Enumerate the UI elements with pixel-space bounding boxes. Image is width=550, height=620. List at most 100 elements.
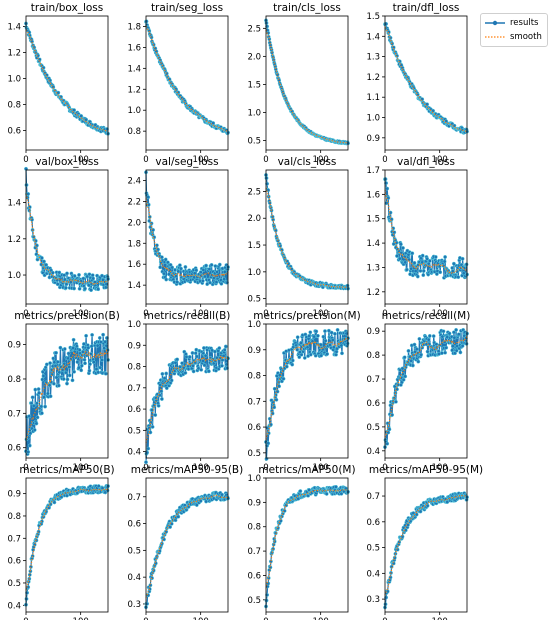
y-tick-label: 1.5 (247, 80, 261, 90)
y-tick-label: 1.4 (127, 281, 141, 291)
subplot-12: metrics/mAP50(B) 0.4 0.5 0.6 0.7 0.8 0.9 0 100 (7, 464, 114, 620)
y-tick-label: 0.8 (127, 363, 141, 373)
legend-item-results: results (484, 16, 538, 30)
data-point (385, 186, 390, 191)
y-tick-label: 1.3 (366, 53, 380, 63)
x-tick-label: 100 (313, 309, 329, 319)
data-point (419, 352, 424, 357)
data-point (169, 378, 174, 383)
subplot-0: train/box_loss 0.6 0.8 1.0 1.2 1.4 0 100 (7, 2, 110, 165)
data-point (383, 602, 388, 607)
subplot-title: train/dfl_loss (393, 2, 460, 14)
data-point (79, 114, 84, 118)
data-point (101, 332, 106, 337)
smooth-line (145, 26, 229, 132)
data-point (66, 351, 71, 356)
data-point (416, 359, 421, 364)
y-tick-label: 0.7 (366, 492, 380, 502)
data-point (299, 340, 303, 345)
data-point (220, 363, 224, 368)
y-tick-label: 0.9 (366, 134, 380, 144)
data-point (32, 428, 37, 432)
y-tick-label: 0.6 (247, 423, 261, 433)
data-point (55, 359, 60, 364)
data-point (146, 195, 151, 200)
data-point (91, 360, 96, 365)
smooth-line (25, 193, 109, 286)
data-point (90, 273, 95, 278)
smooth-line (384, 336, 468, 438)
data-point (72, 108, 77, 113)
data-point (57, 370, 62, 375)
data-point (67, 373, 72, 378)
x-tick-label: 0 (382, 309, 387, 319)
plot-frame (265, 169, 349, 305)
data-point (149, 35, 154, 40)
data-point (386, 196, 391, 200)
data-point (190, 351, 195, 355)
x-tick-label: 100 (193, 155, 209, 165)
subplot-title: val/dfl_loss (397, 156, 455, 168)
y-tick-label: 0.5 (247, 596, 261, 606)
data-point (179, 266, 183, 271)
smooth-line-swatch (485, 36, 505, 38)
legend: results smooth (480, 13, 548, 47)
subplot-2: train/cls_loss 0.5 1.0 1.5 2.0 2.5 0 100 (247, 2, 350, 165)
y-tick-label: 2.0 (127, 218, 141, 228)
data-point (458, 350, 463, 355)
data-point (434, 345, 439, 350)
data-point (144, 19, 149, 24)
subplot-1: train/seg_loss 0.8 1.0 1.2 1.4 1.6 1.8 0 100 (127, 2, 230, 165)
data-point (194, 268, 199, 273)
data-point (163, 257, 168, 262)
y-tick-label: 0.7 (127, 384, 141, 394)
y-tick-label: 0.7 (127, 493, 141, 503)
y-tick-label: 1.5 (366, 215, 380, 225)
y-tick-label: 0.6 (247, 571, 261, 581)
data-point (295, 335, 300, 340)
smooth-line (25, 488, 109, 591)
data-point (403, 374, 408, 379)
data-point (31, 403, 36, 408)
y-tick-label: 0.3 (127, 600, 141, 610)
data-point (324, 491, 329, 496)
data-point (89, 288, 94, 293)
data-point (206, 369, 211, 374)
x-tick-label: 100 (432, 155, 448, 165)
x-tick-label: 0 (263, 463, 268, 473)
x-tick-label: 0 (23, 617, 28, 620)
data-point (100, 358, 104, 362)
data-point (30, 395, 35, 400)
plot-frame (265, 15, 349, 151)
data-point (266, 441, 271, 446)
subplot-13: metrics/mAP50-95(B) 0.3 0.4 0.5 0.6 0.7 0 100 (127, 464, 243, 620)
data-point (95, 343, 100, 348)
results-markers (383, 491, 469, 610)
y-tick-label: 0.6 (366, 399, 380, 409)
y-tick-label: 1.0 (247, 268, 261, 278)
data-point (84, 117, 89, 122)
y-tick-label: 0.7 (7, 534, 21, 544)
data-point (215, 270, 220, 274)
y-tick-label: 1.0 (7, 74, 21, 84)
data-point (77, 286, 82, 291)
data-point (409, 266, 414, 271)
y-tick-label: 1.6 (127, 260, 141, 270)
y-tick-label: 0.4 (127, 573, 141, 583)
data-point (63, 370, 68, 375)
y-tick-label: 0.6 (127, 405, 141, 415)
data-point (307, 333, 312, 338)
plot-frame (265, 323, 349, 459)
data-point (77, 365, 81, 370)
subplot-10: metrics/precision(M)0.50.60.70.80.91.00 1… (247, 310, 360, 473)
subplot-9: metrics/recall(B)0.40.50.60.70.80.91.00 1… (127, 310, 230, 473)
data-point (34, 401, 39, 406)
smooth-line (25, 29, 109, 133)
data-point (182, 362, 187, 367)
y-tick-label: 2.5 (247, 187, 261, 197)
data-point (222, 277, 227, 282)
data-point (44, 362, 49, 367)
smooth-line (265, 489, 349, 589)
data-point (398, 242, 403, 247)
results-markers (144, 490, 230, 610)
